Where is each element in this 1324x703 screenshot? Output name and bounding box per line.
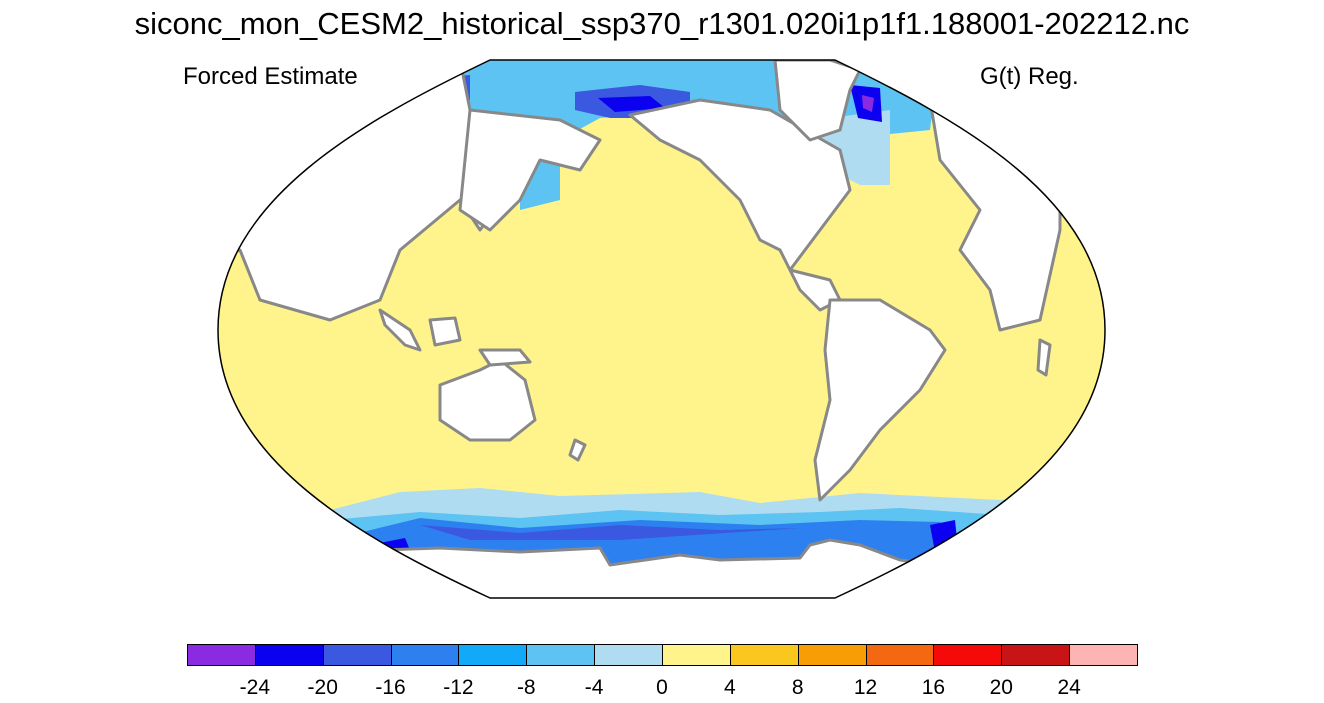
right-subtitle: G(t) Reg.: [980, 63, 1079, 90]
land-greenland: [773, 60, 862, 142]
colorbar-tick-label: 4: [724, 676, 736, 699]
colorbar-box: [933, 644, 1003, 666]
colorbar-tick-label: -4: [584, 676, 604, 699]
colorbar: [187, 644, 1138, 666]
globe-outline: [217, 59, 1106, 599]
colorbar-tick-label: 20: [989, 676, 1013, 699]
land-new-guinea: [478, 348, 532, 367]
colorbar-box: [1069, 644, 1138, 666]
land-new-zealand: [568, 438, 587, 462]
colorbar-tick-label: -24: [239, 676, 271, 699]
colorbar-tick-label: -12: [443, 676, 474, 699]
arctic-ice-m24: [862, 95, 874, 112]
plot-title: siconc_mon_CESM2_historical_ssp370_r1301…: [134, 6, 1190, 41]
colorbar-box: [594, 644, 663, 666]
land-east-asia: [458, 108, 602, 232]
southern-ice-m16: [420, 525, 800, 540]
colorbar-box: [662, 644, 731, 666]
land-south-america: [813, 298, 947, 502]
colorbar-tick-label: 8: [791, 676, 804, 699]
colorbar-box: [254, 644, 324, 666]
colorbar-box: [526, 644, 596, 666]
colorbar-box: [729, 644, 799, 666]
colorbar-tick-label: 24: [1057, 676, 1081, 699]
colorbar-tick-label: 16: [921, 676, 946, 699]
left-subtitle: Forced Estimate: [183, 63, 358, 90]
colorbar-tick-label: 0: [656, 676, 668, 699]
colorbar-tick-label: -8: [516, 676, 536, 699]
land-australia: [438, 358, 537, 442]
colorbar-tick-label: -16: [375, 676, 406, 699]
colorbar-tick-label: 12: [853, 676, 878, 699]
land-borneo: [428, 316, 462, 347]
colorbar-box: [322, 644, 392, 666]
arctic-ice-m20: [598, 96, 665, 112]
colorbar-box: [1001, 644, 1071, 666]
colorbar-box: [390, 644, 460, 666]
colorbar-box: [865, 644, 935, 666]
colorbar-box: [797, 644, 867, 666]
colorbar-tick-label: -20: [307, 676, 338, 699]
colorbar-box: [458, 644, 528, 666]
land-sumatra: [378, 308, 422, 352]
colorbar-box: [187, 644, 256, 666]
land-madagascar: [1036, 338, 1052, 377]
